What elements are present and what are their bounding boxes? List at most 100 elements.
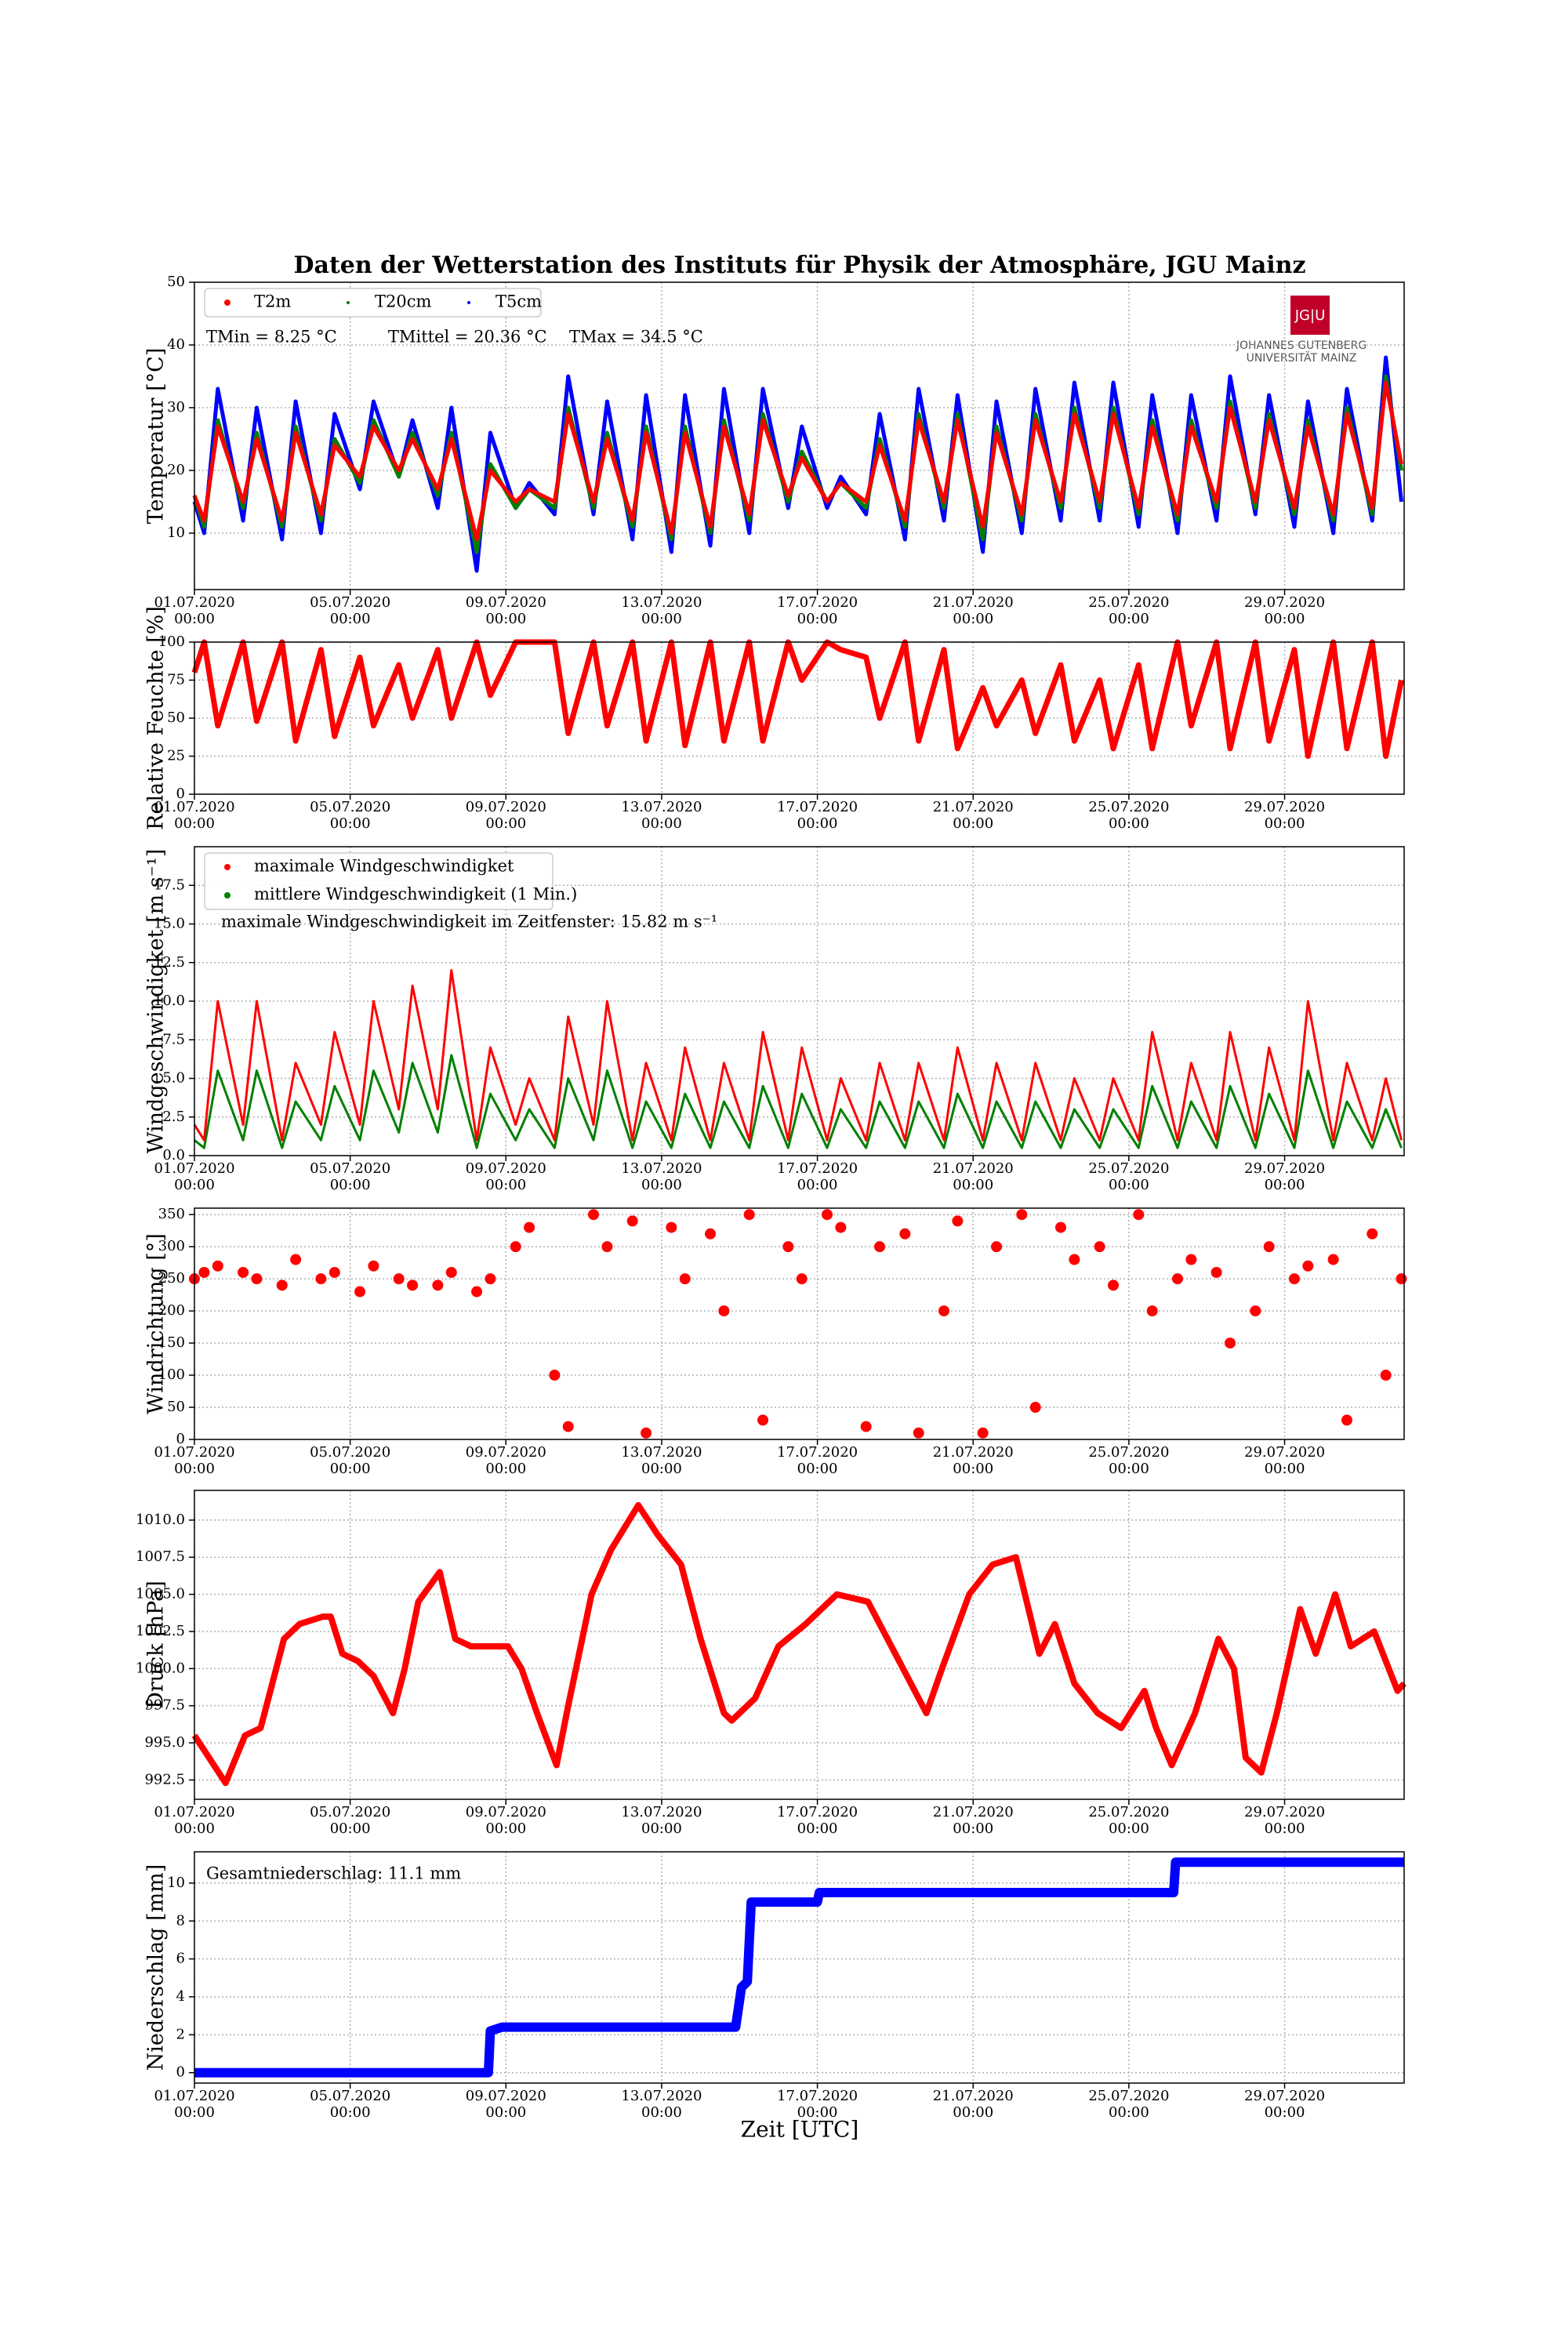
- y-tick-label: 10: [167, 524, 185, 541]
- x-tick-label: 09.07.2020 00:00: [465, 594, 546, 627]
- x-tick-label: 13.07.2020 00:00: [621, 594, 702, 627]
- x-tick-label: 17.07.2020 00:00: [777, 2088, 858, 2121]
- data-point: [1302, 1260, 1314, 1272]
- x-tick-label: 05.07.2020 00:00: [310, 2088, 391, 2121]
- data-point: [601, 1241, 613, 1253]
- y-tick-label: 8: [176, 1912, 185, 1929]
- data-point: [874, 1241, 886, 1253]
- data-point: [1288, 1273, 1300, 1285]
- y-tick-label: 30: [167, 399, 185, 416]
- data-point: [198, 1266, 210, 1278]
- data-point: [549, 1370, 561, 1381]
- data-point: [1396, 1273, 1407, 1285]
- y-tick-label: 50: [167, 1399, 185, 1415]
- x-tick-label: 21.07.2020 00:00: [932, 1804, 1014, 1837]
- data-point: [641, 1427, 652, 1439]
- data-point: [1210, 1266, 1222, 1278]
- data-point: [1029, 1402, 1041, 1414]
- data-point: [445, 1266, 457, 1278]
- axes-frame: [194, 641, 1405, 795]
- annotation: TMin = 8.25 °C: [206, 328, 337, 347]
- x-tick-label: 05.07.2020 00:00: [310, 1160, 391, 1193]
- y-tick-label: 0.0: [162, 1147, 185, 1163]
- x-tick-label: 13.07.2020 00:00: [621, 2088, 702, 2121]
- legend-marker: [467, 301, 470, 304]
- x-tick-label: 01.07.2020 00:00: [154, 2088, 235, 2121]
- y-tick-label: 250: [158, 1270, 185, 1287]
- logo-line: UNIVERSITÄT MAINZ: [1247, 350, 1357, 365]
- annotation: TMax = 34.5 °C: [569, 328, 703, 347]
- annotation: maximale Windgeschwindigkeit im Zeitfens…: [221, 913, 717, 931]
- x-tick-label: 21.07.2020 00:00: [932, 2088, 1014, 2121]
- x-tick-label: 25.07.2020 00:00: [1088, 594, 1170, 627]
- data-point: [1054, 1221, 1066, 1233]
- data-point: [835, 1221, 847, 1233]
- data-point: [1225, 1338, 1236, 1349]
- x-tick-label: 05.07.2020 00:00: [310, 1444, 391, 1477]
- figure-title: Daten der Wetterstation des Instituts fü…: [293, 252, 1305, 279]
- y-tick-label: 17.5: [154, 877, 185, 893]
- data-point: [393, 1273, 405, 1285]
- data-line: [192, 380, 1403, 542]
- logo-mark: JG|U: [1294, 307, 1326, 324]
- y-tick-label: 10: [167, 1875, 185, 1891]
- y-tick-label: 0: [176, 1431, 185, 1447]
- y-tick-label: 50: [167, 274, 185, 290]
- y-tick-label: 350: [158, 1206, 185, 1222]
- x-tick-label: 01.07.2020 00:00: [154, 1160, 235, 1193]
- x-tick-label: 17.07.2020 00:00: [777, 799, 858, 832]
- y-tick-label: 7.5: [162, 1031, 185, 1047]
- data-point: [977, 1427, 989, 1439]
- y-tick-label: 75: [167, 672, 185, 688]
- data-point: [1263, 1241, 1275, 1253]
- y-tick-label: 10.0: [154, 993, 185, 1009]
- legend-marker: [224, 864, 230, 870]
- data-point: [679, 1273, 691, 1285]
- x-tick-label: 09.07.2020 00:00: [465, 799, 546, 832]
- data-point: [524, 1221, 535, 1233]
- data-line: [193, 969, 1403, 1142]
- data-point: [705, 1228, 717, 1240]
- legend-marker: [347, 301, 350, 304]
- data-line: [194, 1857, 1404, 2078]
- data-point: [1016, 1209, 1028, 1221]
- data-point: [626, 1215, 638, 1227]
- legend-label: T5cm: [495, 292, 542, 311]
- data-point: [432, 1279, 444, 1291]
- x-tick-label: 25.07.2020 00:00: [1088, 1444, 1170, 1477]
- x-tick-label: 05.07.2020 00:00: [310, 594, 391, 627]
- legend-label: mittlere Windgeschwindigkeit (1 Min.): [254, 885, 577, 904]
- y-tick-label: 1007.5: [136, 1548, 185, 1565]
- data-point: [212, 1260, 223, 1272]
- data-point: [562, 1421, 574, 1432]
- y-axis-label: Windrichtung [°]: [144, 1233, 169, 1414]
- x-tick-label: 29.07.2020 00:00: [1244, 594, 1326, 627]
- data-line: [191, 1501, 1406, 1787]
- y-tick-label: 40: [167, 336, 185, 353]
- x-tick-label: 05.07.2020 00:00: [310, 799, 391, 832]
- data-point: [952, 1215, 964, 1227]
- axes-frame: [194, 846, 1405, 1156]
- x-tick-label: 01.07.2020 00:00: [154, 594, 235, 627]
- axes-frame: [194, 281, 1405, 590]
- data-point: [899, 1228, 911, 1240]
- y-tick-label: 50: [167, 710, 185, 726]
- y-axis-label: Relative Feuchte [%]: [144, 606, 169, 830]
- annotation: Gesamtniederschlag: 11.1 mm: [206, 1864, 461, 1883]
- data-point: [757, 1414, 769, 1426]
- x-tick-label: 01.07.2020 00:00: [154, 799, 235, 832]
- annotation: TMittel = 20.36 °C: [388, 328, 547, 347]
- x-tick-label: 01.07.2020 00:00: [154, 1444, 235, 1477]
- y-axis-label: Windgeschwindigket [m s⁻¹]: [144, 849, 169, 1154]
- x-tick-label: 05.07.2020 00:00: [310, 1804, 391, 1837]
- x-tick-label: 29.07.2020 00:00: [1244, 2088, 1326, 2121]
- x-tick-label: 17.07.2020 00:00: [777, 594, 858, 627]
- y-tick-label: 4: [176, 1988, 185, 2005]
- x-tick-label: 09.07.2020 00:00: [465, 1444, 546, 1477]
- data-point: [471, 1286, 483, 1298]
- y-axis-label: Temperatur [°C]: [144, 348, 169, 524]
- legend-marker: [224, 892, 230, 898]
- y-tick-label: 6: [176, 1951, 185, 1967]
- y-tick-label: 995.0: [144, 1734, 185, 1751]
